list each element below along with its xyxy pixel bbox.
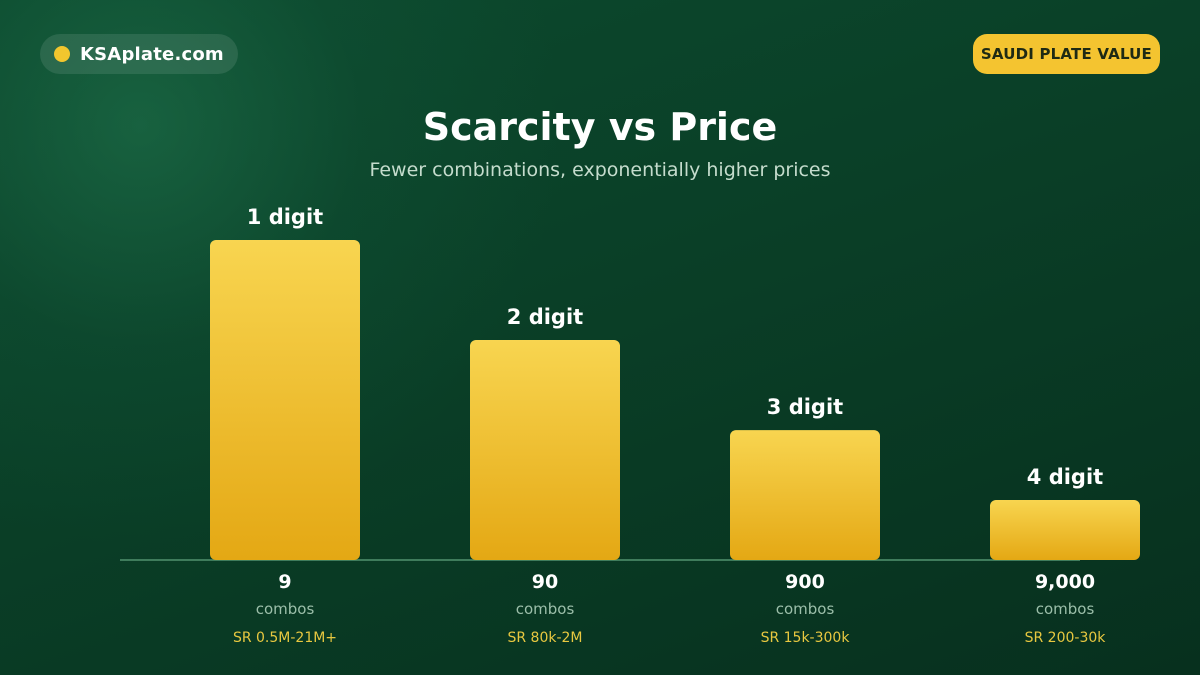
combo-unit-label: combos: [516, 600, 575, 618]
chart-subtitle: Fewer combinations, exponentially higher…: [369, 159, 831, 181]
combo-unit-label: combos: [776, 600, 835, 618]
bar-4-digit: [990, 500, 1140, 560]
bar-label: 3 digit: [767, 395, 843, 419]
combo-count: 9,000: [1035, 571, 1095, 593]
bar-2-digit: [470, 340, 620, 560]
bar-label: 4 digit: [1027, 465, 1103, 489]
combo-unit-label: combos: [256, 600, 315, 618]
bar-label: 2 digit: [507, 305, 583, 329]
plate-value-badge: SAUDI PLATE VALUE: [972, 34, 1160, 74]
combo-count: 9: [278, 571, 291, 593]
bar-3-digit: [730, 430, 880, 560]
brand-pill[interactable]: KSAplate.com: [40, 34, 238, 74]
brand-dot-icon: [54, 46, 70, 62]
bar-label: 1 digit: [247, 205, 323, 229]
price-range: SR 15k-300k: [761, 630, 851, 646]
chart-title: Scarcity vs Price: [422, 105, 778, 149]
price-range: SR 80k-2M: [507, 630, 582, 646]
combo-count: 900: [785, 571, 825, 593]
combo-count: 90: [532, 571, 558, 593]
price-range: SR 0.5M-21M+: [233, 630, 337, 646]
brand-name: KSAplate.com: [80, 43, 224, 65]
bar-1-digit: [210, 240, 360, 560]
price-range: SR 200-30k: [1025, 630, 1107, 646]
combo-unit-label: combos: [1036, 600, 1095, 618]
